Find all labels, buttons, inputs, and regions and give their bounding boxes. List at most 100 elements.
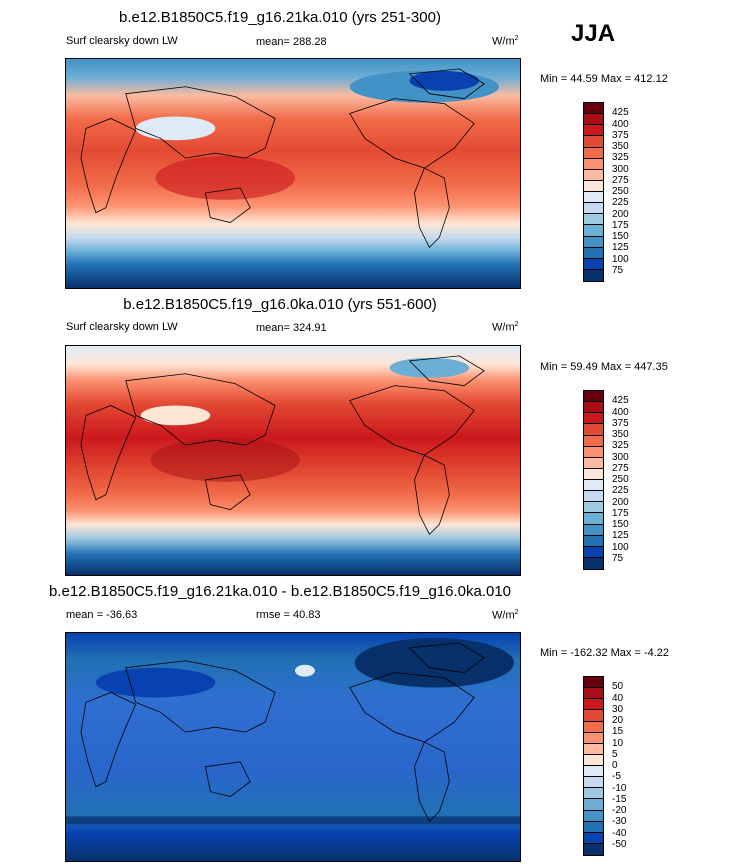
colorbar-tick-label: 150 [612, 519, 629, 530]
colorbar-tick-label: 400 [612, 406, 629, 418]
colorbar-tick-label: 30 [612, 703, 624, 715]
panel-1-map [65, 58, 521, 289]
colorbar-swatch [584, 524, 603, 536]
colorbar-tick-label: 20 [612, 715, 624, 726]
panel-3-rmse-label: rmse = 40.83 [256, 609, 321, 621]
colorbar-swatch [584, 843, 603, 855]
colorbar-tick-label: 75 [612, 552, 624, 564]
colorbar-swatch [584, 457, 603, 469]
colorbar-tick-label: -40 [612, 827, 627, 839]
colorbar-swatch [584, 788, 603, 800]
colorbar-tick-label: 350 [612, 141, 629, 152]
colorbar-tick-label: 225 [612, 197, 629, 209]
colorbar-tick-label: 175 [612, 219, 629, 231]
colorbar-tick-label: 5 [612, 748, 618, 760]
colorbar-swatch [584, 513, 603, 525]
colorbar-swatch [584, 480, 603, 492]
colorbar-tick-label: 250 [612, 186, 629, 197]
colorbar-swatch [584, 413, 603, 425]
colorbar-tick-label: 100 [612, 253, 629, 265]
colorbar-tick-label: -20 [612, 805, 627, 816]
colorbar-swatch [584, 214, 603, 226]
colorbar-swatch [584, 269, 603, 281]
panel-1-variable-label: Surf clearsky down LW [66, 35, 178, 47]
colorbar-tick-label: 10 [612, 737, 624, 749]
colorbar-swatch [584, 391, 603, 403]
colorbar-tick-label: -5 [612, 771, 621, 783]
panel-1-colorbar [583, 102, 604, 282]
panel-2-map [65, 345, 521, 576]
colorbar-swatch [584, 766, 603, 778]
colorbar-swatch [584, 777, 603, 789]
colorbar-swatch [584, 247, 603, 259]
colorbar-tick-label: 200 [612, 496, 629, 508]
colorbar-tick-label: 225 [612, 485, 629, 497]
colorbar-swatch [584, 699, 603, 711]
panel-2-colorbar [583, 390, 604, 570]
panel-3-minmax: Min = -162.32 Max = -4.22 [540, 647, 670, 659]
colorbar-tick-label: 175 [612, 507, 629, 519]
panel-2-title: b.e12.B1850C5.f19_g16.0ka.010 (yrs 551-6… [123, 296, 437, 313]
panel-1-minmax: Min = 44.59 Max = 412.12 [540, 73, 668, 85]
colorbar-swatch [584, 424, 603, 436]
colorbar-swatch [584, 557, 603, 569]
panel-3-title: b.e12.B1850C5.f19_g16.21ka.010 - b.e12.B… [48, 583, 512, 600]
colorbar-tick-label: 275 [612, 174, 629, 186]
colorbar-tick-label: 375 [612, 129, 629, 141]
colorbar-tick-label: 40 [612, 692, 624, 704]
panel-2-units: W/m2 [492, 321, 519, 334]
panel-1-mean-label: mean= 288.28 [256, 36, 327, 48]
colorbar-tick-label: 375 [612, 417, 629, 429]
colorbar-tick-label: 300 [612, 451, 629, 463]
colorbar-tick-label: 0 [612, 760, 618, 771]
colorbar-tick-label: 425 [612, 395, 629, 407]
colorbar-swatch [584, 192, 603, 204]
colorbar-tick-label: 275 [612, 462, 629, 474]
colorbar-swatch [584, 169, 603, 181]
colorbar-swatch [584, 236, 603, 248]
colorbar-swatch [584, 147, 603, 159]
colorbar-swatch [584, 710, 603, 722]
panel-3-map [65, 632, 521, 862]
colorbar-swatch [584, 402, 603, 414]
colorbar-swatch [584, 203, 603, 215]
colorbar-tick-label: 325 [612, 440, 629, 452]
colorbar-tick-label: 125 [612, 242, 629, 254]
colorbar-swatch [584, 258, 603, 270]
panel-3-mean-label: mean = -36.63 [66, 609, 138, 621]
colorbar-swatch [584, 491, 603, 503]
colorbar-swatch [584, 821, 603, 833]
colorbar-tick-label: 200 [612, 208, 629, 220]
colorbar-swatch [584, 502, 603, 514]
colorbar-swatch [584, 799, 603, 811]
colorbar-swatch [584, 743, 603, 755]
colorbar-swatch [584, 225, 603, 237]
colorbar-tick-label: 325 [612, 152, 629, 164]
season-label: JJA [571, 20, 616, 47]
colorbar-tick-label: 250 [612, 474, 629, 485]
panel-2-variable-label: Surf clearsky down LW [66, 321, 178, 333]
colorbar-tick-label: 50 [612, 681, 624, 693]
colorbar-tick-label: -50 [612, 838, 627, 850]
colorbar-tick-label: 75 [612, 264, 624, 276]
colorbar-tick-label: 350 [612, 429, 629, 440]
panel-3-colorbar [583, 676, 604, 856]
colorbar-swatch [584, 732, 603, 744]
colorbar-swatch [584, 468, 603, 480]
colorbar-swatch [584, 546, 603, 558]
colorbar-tick-label: 100 [612, 541, 629, 553]
colorbar-swatch [584, 103, 603, 115]
colorbar-swatch [584, 180, 603, 192]
colorbar-tick-label: -30 [612, 816, 627, 828]
colorbar-swatch [584, 114, 603, 126]
colorbar-tick-label: 425 [612, 107, 629, 119]
colorbar-tick-label: 400 [612, 118, 629, 130]
colorbar-swatch [584, 125, 603, 137]
colorbar-swatch [584, 446, 603, 458]
colorbar-tick-label: 15 [612, 726, 624, 738]
panel-1-units: W/m2 [492, 35, 519, 48]
colorbar-tick-label: 300 [612, 163, 629, 175]
colorbar-swatch [584, 136, 603, 148]
colorbar-swatch [584, 810, 603, 822]
colorbar-tick-label: 125 [612, 530, 629, 542]
